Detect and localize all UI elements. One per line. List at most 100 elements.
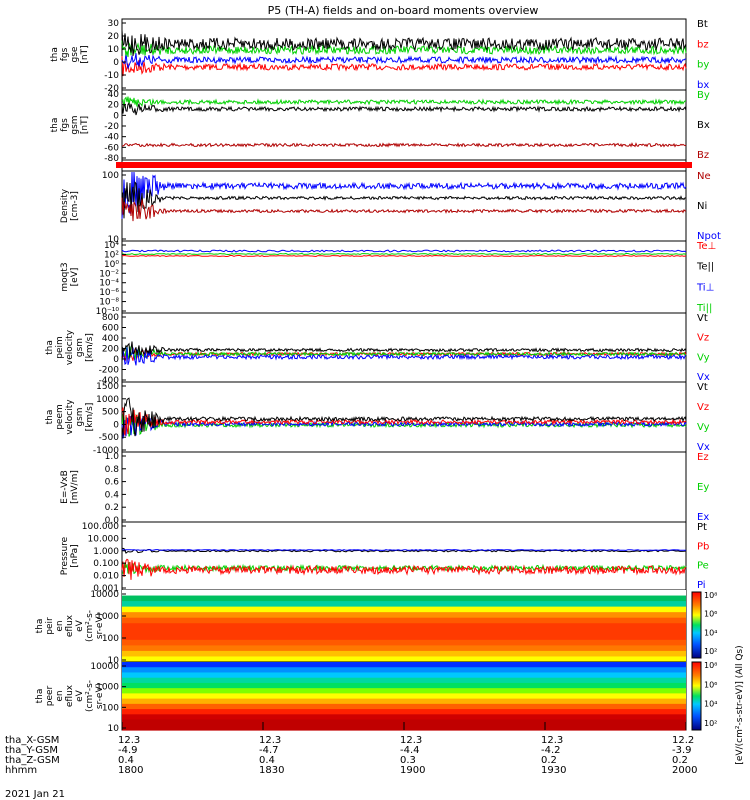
peer-spectrogram-band [122, 667, 686, 674]
tick-label: 0.4 [105, 490, 120, 500]
panel-ylabel: tha [45, 340, 55, 355]
panel-ylabel: [mV/m] [70, 470, 80, 504]
tick-label: 0.0 [105, 516, 120, 526]
tick-label: 20 [108, 32, 120, 42]
panel-ylabel: [km/s] [85, 403, 95, 432]
tick-label: 0 [113, 355, 119, 365]
tick-label: -20 [104, 122, 119, 132]
tick-label: 40 [108, 90, 120, 100]
panel-ylabel: eflux [65, 614, 75, 637]
tick-label: 10 [108, 235, 120, 245]
peir-spectrogram-band [122, 595, 686, 602]
tick-label: 0.2 [105, 503, 119, 513]
panel-frame [121, 312, 687, 383]
legend-vx: Vx [697, 442, 710, 453]
series-vz [121, 407, 687, 436]
tick-label: 1000 [96, 683, 119, 693]
series-ti [121, 249, 687, 253]
tick-label: 0.001 [93, 584, 119, 594]
tick-label: 10000 [90, 662, 119, 672]
tick-label: 1.000 [93, 547, 119, 557]
peer-spectrogram-band [122, 672, 686, 679]
legend-ti||: Ti|| [696, 303, 712, 314]
footer-value: 12.2 [672, 735, 694, 746]
panel-frame [121, 240, 687, 314]
panel-ylabel: tha [50, 47, 60, 62]
panel-ylabel: peem [55, 404, 65, 430]
peir-spectrogram-band [122, 623, 686, 630]
panel-ylabel: en [55, 690, 65, 701]
tick-label: 10⁻⁴ [99, 279, 119, 289]
legend-vz: Vz [697, 402, 709, 413]
flag-bar [116, 162, 692, 168]
series-bx [121, 52, 687, 70]
tick-label: 100 [102, 634, 119, 644]
colorbar-tick: 10⁴ [704, 628, 717, 637]
panel-ylabel: [cm-3] [70, 191, 80, 221]
tick-label: 400 [102, 334, 119, 344]
legend-vz: Vz [697, 333, 709, 344]
colorbar-2 [691, 661, 702, 731]
colorbars: 10⁸ 10⁶ 10⁴ 10² 10⁸ 10⁶ 10⁴ 10² [eV/(cm²-s-str-e… [691, 591, 745, 765]
footer-value: 1900 [400, 765, 425, 776]
series-npot [121, 171, 687, 219]
tick-label: -1000 [93, 446, 119, 456]
panel-ylabel: tha [35, 689, 45, 704]
legend-vt: Vt [697, 313, 708, 324]
tick-label: -400 [99, 376, 120, 386]
series-vt [121, 397, 687, 437]
tick-label: 10⁻² [99, 269, 119, 279]
panel-ylabel: tha [45, 410, 55, 425]
legend-vt: Vt [697, 382, 708, 393]
tick-label: 1500 [96, 382, 119, 392]
series-bx [121, 102, 687, 116]
colorbar-tick: 10⁸ [704, 661, 717, 670]
tick-label: 0.100 [93, 559, 119, 569]
series-ni [121, 181, 687, 219]
peer-spectrogram-band [122, 682, 686, 689]
panel-ylabel: fgs [60, 118, 70, 132]
colorbar-tick: 10² [704, 719, 717, 728]
legend-te||: Te|| [696, 262, 714, 273]
tick-label: 10⁰ [104, 260, 119, 270]
legend-ti⊥: Ti⊥ [696, 282, 714, 293]
panel-ylabel: gsm [75, 407, 85, 426]
footer-value: 1930 [541, 765, 566, 776]
footer-value: -4.2 [541, 745, 561, 756]
panel-ylabel: eV [75, 689, 85, 702]
peir-spectrogram-band [122, 601, 686, 608]
panel-ylabel: [nT] [80, 45, 90, 63]
panel-7: 1500 1000 500 0 -500 -1000 tha peem velocity gsm[… [45, 381, 710, 456]
panel-ylabel: eV [75, 619, 85, 632]
panel-ylabel: tha [35, 619, 45, 634]
panel-1: 30 20 10 0 -10 -20 tha fgs gse [nT] Bt bz by bx [50, 18, 709, 94]
panel-ylabel: velocity [65, 329, 75, 365]
tick-label: 100 [102, 703, 119, 713]
tick-label: 10 [108, 656, 120, 666]
footer-value: -4.9 [118, 745, 138, 756]
panel-ylabel: Density [60, 188, 70, 223]
tick-label: 0.010 [93, 572, 119, 582]
date-label: 2021 Jan 21 [5, 789, 65, 800]
legend-pi: Pi [697, 580, 706, 591]
series-vt [121, 341, 687, 362]
panel-ylabel: (cm²-s- [85, 680, 95, 712]
panel-ylabel: gsm [70, 115, 80, 134]
colorbar-tick: 10² [704, 647, 717, 656]
tick-label: 20 [108, 101, 120, 111]
series-bz [121, 55, 687, 77]
peir-spectrogram-band [122, 645, 686, 652]
peir-spectrogram-band [122, 628, 686, 635]
series-bt [121, 30, 687, 56]
footer-value: 12.3 [400, 735, 422, 746]
series-by [121, 96, 687, 108]
panel-ylabel: peer [45, 685, 55, 706]
tick-label: -60 [104, 143, 119, 153]
tick-label: -80 [104, 154, 119, 164]
panel-ylabel: [nPa] [70, 544, 80, 567]
panel-frame [121, 521, 687, 591]
